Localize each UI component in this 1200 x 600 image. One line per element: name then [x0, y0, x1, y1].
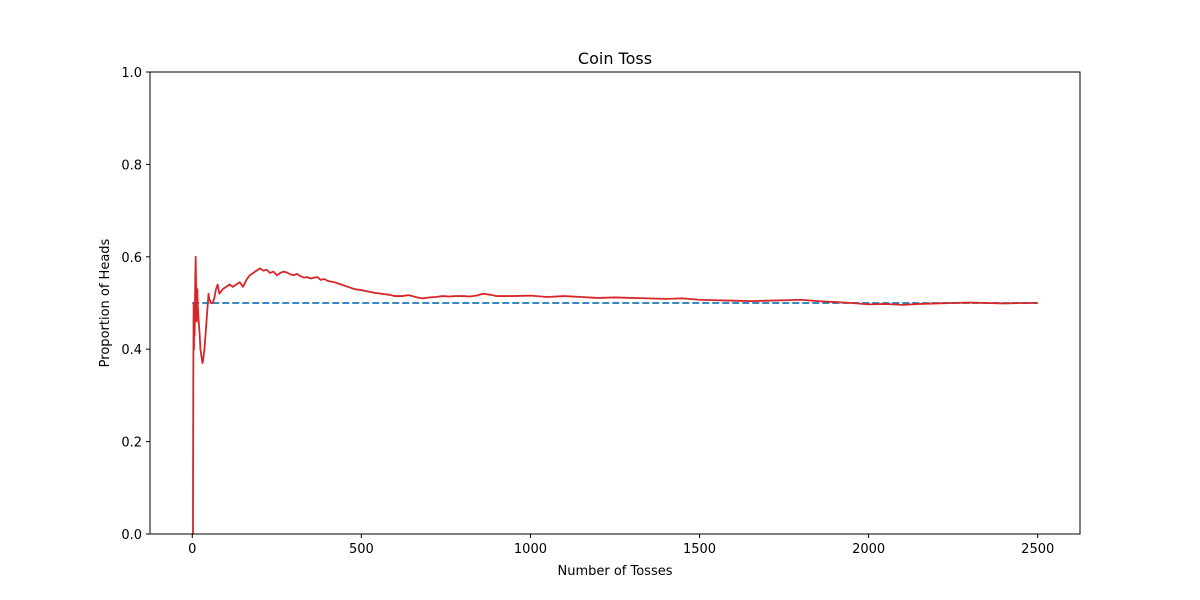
x-axis-label: Number of Tosses [557, 564, 672, 579]
x-tick-label: 2000 [852, 542, 885, 557]
proportion-series-line [192, 255, 1038, 535]
y-tick-label: 0.2 [121, 436, 142, 451]
chart-title: Coin Toss [578, 49, 652, 68]
y-tick-label: 0.0 [121, 528, 142, 543]
x-axis: 0 500 1000 1500 2000 2500 [188, 534, 1054, 557]
y-tick-label: 0.4 [121, 343, 142, 358]
y-tick-label: 1.0 [121, 66, 142, 81]
y-axis-label: Proportion of Heads [98, 238, 113, 367]
y-tick-label: 0.6 [121, 251, 142, 266]
y-axis: 0.0 0.2 0.4 0.6 0.8 1.0 [121, 66, 150, 543]
y-tick-label: 0.8 [121, 158, 142, 173]
x-tick-label: 500 [349, 542, 374, 557]
x-tick-label: 1000 [514, 542, 547, 557]
series-layer [192, 255, 1038, 535]
x-tick-label: 1500 [683, 542, 716, 557]
plot-area-frame [149, 71, 1081, 535]
x-tick-label: 0 [188, 542, 196, 557]
x-tick-label: 2500 [1021, 542, 1054, 557]
